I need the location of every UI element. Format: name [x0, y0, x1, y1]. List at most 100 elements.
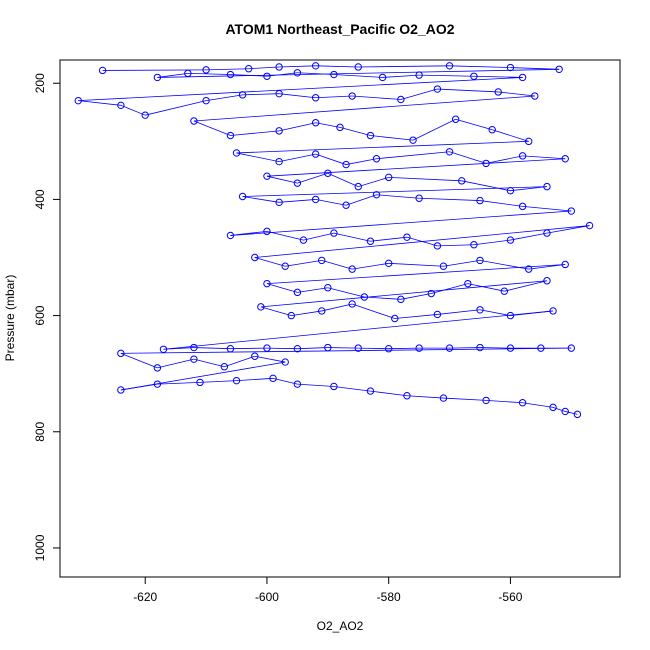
series-line-segment: [479, 309, 511, 316]
data-point: [445, 344, 454, 352]
series-line-segment: [510, 232, 548, 241]
data-point: [299, 236, 308, 244]
series-line-segment: [120, 347, 572, 354]
series-line-segment: [364, 296, 401, 300]
series-line-segment: [333, 386, 371, 392]
series-line-segment: [461, 180, 511, 192]
data-point: [293, 345, 302, 353]
series-line-segment: [412, 118, 456, 141]
data-point: [281, 358, 289, 366]
data-point: [226, 345, 235, 353]
data-point: [397, 295, 405, 304]
series-line-segment: [236, 377, 274, 382]
data-point: [573, 410, 582, 419]
data-point: [311, 150, 320, 158]
series-line-segment: [163, 310, 554, 350]
series-line-segment: [419, 197, 481, 201]
data-point: [281, 262, 289, 270]
data-point: [269, 374, 277, 383]
data-point: [190, 343, 198, 352]
data-point: [445, 62, 454, 70]
data-point: [378, 73, 387, 82]
data-point: [202, 66, 210, 74]
y-tick-label-3: 800: [33, 421, 47, 441]
data-point: [153, 364, 162, 372]
data-point: [403, 392, 411, 400]
data-point: [543, 182, 551, 191]
series-line-segment: [193, 347, 231, 350]
series-line-segment: [400, 88, 438, 100]
series-line-segment: [193, 358, 225, 368]
series-line-segment: [279, 199, 316, 203]
data-point: [311, 62, 320, 70]
data-point: [275, 127, 283, 135]
data-point: [561, 260, 569, 269]
series-line-segment: [78, 100, 121, 106]
series-line-segment: [327, 347, 359, 349]
data-point: [330, 382, 338, 391]
data-point: [275, 89, 283, 98]
series-line-segment: [206, 68, 249, 71]
data-point: [409, 136, 417, 144]
series-line-segment: [260, 280, 547, 308]
data-point: [354, 344, 362, 352]
data-point: [238, 91, 247, 99]
series-line-segment: [230, 74, 267, 77]
y-axis-label: Pressure (mbar): [3, 275, 17, 362]
data-point: [330, 229, 338, 237]
series-line-segment: [266, 230, 304, 241]
series-line-segment: [358, 65, 450, 68]
series-line-segment: [279, 93, 316, 99]
series-line-segment: [266, 175, 298, 184]
series-line-segment: [157, 68, 560, 78]
series-line-segment: [467, 283, 505, 292]
data-point: [415, 344, 423, 352]
x-tick-label-3: -560: [498, 590, 522, 604]
data-point: [476, 343, 484, 352]
data-point: [190, 355, 198, 363]
data-point: [348, 300, 356, 308]
series-line-segment: [279, 153, 316, 163]
series-line-segment: [303, 232, 335, 241]
data-point: [464, 279, 472, 288]
series-line-segment: [388, 347, 420, 350]
series-line-segment: [479, 260, 529, 270]
series-line-segment: [315, 65, 359, 68]
data-point: [226, 131, 235, 140]
data-point: [153, 380, 162, 388]
data-point: [232, 149, 241, 157]
axes: -620 -600 -580 -560 200 400 600 800 1000: [33, 73, 523, 604]
data-point: [117, 101, 125, 110]
series-line-segment: [370, 390, 408, 397]
x-tick-label-1: -600: [255, 590, 279, 604]
series-line-segment: [333, 232, 371, 242]
data-point: [342, 201, 350, 209]
data-point: [263, 72, 271, 80]
data-point: [482, 159, 490, 168]
data-point: [366, 387, 375, 395]
series-line-segment: [120, 104, 146, 116]
data-point: [506, 344, 515, 352]
data-point: [372, 155, 381, 163]
series-line-segment: [479, 347, 511, 349]
data-point: [518, 399, 527, 407]
series-line-segment: [193, 120, 231, 136]
data-point: [543, 277, 551, 285]
data-point: [427, 289, 436, 298]
series-line-segment: [157, 72, 188, 78]
plot-area: [74, 62, 594, 419]
series-line-segment: [321, 303, 353, 312]
data-point: [232, 376, 241, 385]
data-point: [318, 256, 326, 265]
data-point: [567, 344, 576, 352]
series-line-segment: [266, 283, 298, 293]
data-point: [415, 194, 423, 202]
series-line-segment: [394, 314, 438, 319]
data-point: [494, 88, 502, 96]
data-point: [287, 311, 296, 320]
data-point: [439, 394, 448, 402]
data-point: [202, 96, 210, 105]
series-line-segment: [352, 262, 389, 270]
series-line-segment: [522, 205, 572, 212]
series-line-segment: [419, 74, 474, 77]
